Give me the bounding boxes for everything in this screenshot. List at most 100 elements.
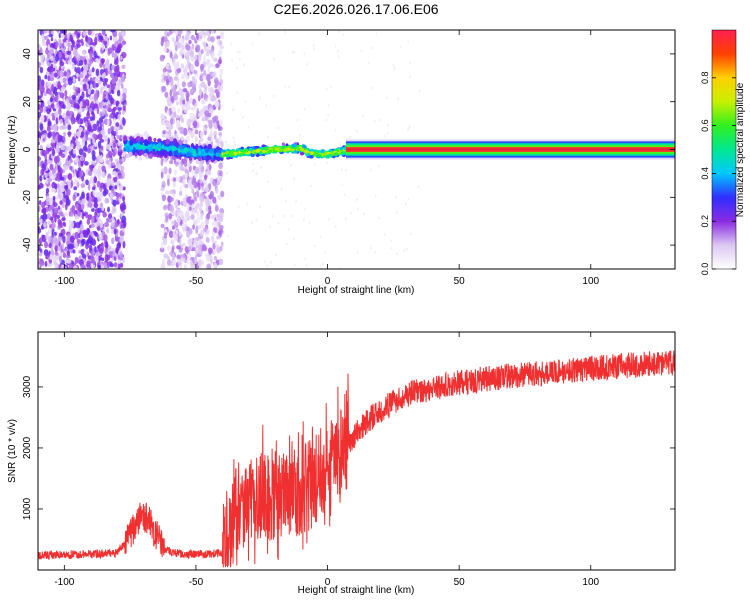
spectrogram-band-cell — [180, 136, 185, 141]
spectrogram-speckle — [274, 253, 277, 257]
spectrogram-noise-cell — [198, 249, 203, 256]
spectrogram-noise-cell — [218, 258, 224, 266]
spectrogram-band-cell — [148, 153, 153, 159]
spectrogram-noise-cell — [68, 243, 74, 250]
spectrogram-noise-cell — [66, 70, 71, 79]
spectrogram-noise-cell — [62, 235, 66, 244]
spectrogram-noise-cell — [92, 133, 97, 139]
spectrogram-noise-cell — [91, 110, 95, 116]
spectrogram-noise-cell — [48, 33, 54, 38]
spectrogram-speckle — [379, 118, 382, 122]
spectrogram-noise-cell — [169, 117, 174, 126]
spectrogram-speckle — [392, 63, 395, 67]
spectrogram-speckle — [344, 217, 347, 221]
spectrogram-band-cell — [150, 147, 154, 152]
spectrogram-noise-cell — [56, 155, 60, 163]
spectrogram-noise-cell — [188, 39, 192, 45]
spectrogram-narrow-cell — [318, 153, 323, 157]
spectrogram-noise-cell — [104, 61, 110, 69]
spectrogram-noise-cell — [88, 224, 92, 229]
spectrogram-speckle — [289, 139, 292, 143]
spectrogram-speckle — [375, 32, 378, 36]
spectrogram-noise-cell — [67, 124, 72, 131]
spectrogram-speckle — [417, 185, 420, 189]
spectrogram-speckle — [371, 46, 374, 50]
spectrogram-noise-cell — [41, 33, 45, 41]
spectrogram-noise-cell — [108, 106, 112, 113]
colorbar-tick-label: 0.8 — [700, 72, 710, 85]
spectrogram-noise-cell — [102, 63, 106, 69]
spectrogram-noise-cell — [178, 232, 182, 237]
spectrogram-noise-cell — [165, 215, 169, 222]
spectrogram-noise-cell — [38, 216, 41, 224]
spectrogram-noise-cell — [96, 93, 99, 99]
spectrogram-noise-cell — [98, 264, 101, 269]
spectrogram-noise-cell — [211, 30, 215, 35]
spectrogram-noise-cell — [183, 108, 188, 113]
spectrogram-speckle — [356, 207, 359, 211]
spectrogram-noise-cell — [67, 155, 71, 162]
spectrogram-noise-cell — [176, 254, 181, 260]
spectrogram-noise-cell — [115, 139, 119, 144]
spectrogram-narrow-cell — [294, 149, 298, 154]
spectrogram-noise-cell — [204, 110, 210, 117]
spectrogram-speckle — [232, 144, 235, 148]
spectrogram-noise-cell — [99, 157, 104, 164]
spectrogram-noise-cell — [56, 30, 60, 33]
spectrogram-speckle — [356, 251, 359, 255]
spectrogram-noise-cell — [76, 39, 82, 44]
spectrogram-noise-cell — [197, 95, 201, 102]
spectrogram-noise-cell — [108, 218, 112, 223]
spectrogram-noise-cell — [213, 115, 219, 122]
spectrogram-speckle — [343, 192, 346, 196]
spectrogram-noise-cell — [57, 246, 61, 252]
spectrogram-narrow-cell — [309, 151, 314, 155]
spectrogram-noise-cell — [82, 62, 88, 71]
spectrogram-speckle — [363, 212, 366, 216]
spectrogram-noise-cell — [83, 58, 87, 66]
spectrogram-narrow-cell — [250, 153, 255, 158]
spectrogram-noise-cell — [175, 30, 179, 36]
snr-y-tick-label: 3000 — [22, 375, 33, 398]
spectrogram-narrow-cell — [302, 144, 307, 149]
spectrogram-noise-cell — [98, 233, 103, 241]
spectrogram-noise-cell — [57, 81, 61, 89]
spectrogram-noise-cell — [194, 136, 198, 143]
spectrogram-noise-cell — [205, 207, 209, 212]
spectrogram-noise-cell — [75, 103, 80, 109]
spectrogram-noise-cell — [180, 37, 185, 46]
spectrogram-noise-cell — [184, 172, 188, 179]
spectrogram-noise-cell — [70, 99, 76, 104]
spectrogram-noise-cell — [122, 52, 127, 58]
spectrogram-noise-cell — [173, 224, 179, 229]
spectrogram-noise-cell — [182, 242, 186, 247]
spectrogram-noise-cell — [168, 230, 174, 239]
spectrogram-noise-cell — [170, 78, 174, 86]
spectrogram-noise-cell — [72, 85, 76, 91]
spectrogram-narrow-cell — [343, 146, 347, 150]
spectrogram-noise-cell — [194, 174, 198, 179]
spectrogram-narrow-cell — [225, 154, 230, 158]
spectrogram-noise-cell — [79, 118, 84, 125]
spectrogram-noise-cell — [38, 111, 42, 118]
spectrogram-noise-cell — [101, 73, 105, 79]
spectrogram-noise-cell — [94, 246, 97, 253]
spectrogram-noise-cell — [59, 69, 64, 77]
spectrogram-speckle — [267, 180, 270, 184]
spectrogram-noise-cell — [78, 249, 81, 254]
spectrogram-noise-cell — [97, 140, 102, 149]
spectrogram-noise-cell — [219, 119, 223, 126]
spectrogram-noise-cell — [63, 70, 67, 77]
spectrogram-noise-cell — [110, 179, 115, 186]
spectrogram-band-cell — [183, 148, 189, 153]
spectrogram-noise-cell — [86, 111, 91, 120]
spectrogram-noise-cell — [122, 105, 126, 111]
spectrogram-y-ticks: -40 -20 0 20 40 — [22, 48, 675, 252]
spectrogram-noise-cell — [88, 58, 94, 64]
spectrogram-noise-cell — [186, 163, 191, 168]
spectrogram-noise-cell — [184, 210, 189, 219]
spectrogram-noise-cell — [189, 228, 193, 235]
spectrogram-noise-cell — [179, 185, 183, 192]
spectrogram-y-tick-label: -20 — [22, 190, 33, 205]
spectrogram-speckle — [225, 171, 228, 175]
